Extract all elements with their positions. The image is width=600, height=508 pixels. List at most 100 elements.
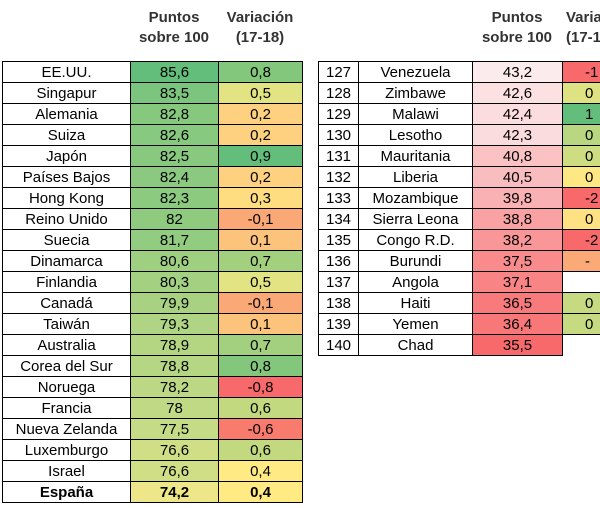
points: 42,6 xyxy=(472,82,563,104)
variation: 0,9 xyxy=(218,145,303,167)
header-line: sobre 100 xyxy=(138,29,210,46)
points: 85,6 xyxy=(130,61,219,83)
header-line: Variación xyxy=(226,9,294,26)
rank: 136 xyxy=(318,250,359,272)
variation: 0,5 xyxy=(218,82,303,104)
points: 37,1 xyxy=(472,271,563,293)
points: 81,7 xyxy=(130,229,219,251)
points: 42,4 xyxy=(472,103,563,125)
country: España xyxy=(2,481,131,503)
country: Venezuela xyxy=(358,61,473,83)
country: Suiza xyxy=(2,124,131,146)
country: Malawi xyxy=(358,103,473,125)
country: Australia xyxy=(2,334,131,356)
rank: 127 xyxy=(318,61,359,83)
rank: 138 xyxy=(318,292,359,314)
country: Mauritania xyxy=(358,145,473,167)
variation: 0,2 xyxy=(218,124,303,146)
rank: 129 xyxy=(318,103,359,125)
variation: 0,8 xyxy=(218,355,303,377)
header-line: sobre 100 xyxy=(481,29,553,46)
variation: 1 xyxy=(562,103,600,125)
points: 82,5 xyxy=(130,145,219,167)
rank: 131 xyxy=(318,145,359,167)
rank: 128 xyxy=(318,82,359,104)
left-header-variation: Variación (17-18) xyxy=(218,8,302,52)
points: 38,8 xyxy=(472,208,563,230)
rank: 135 xyxy=(318,229,359,251)
variation: 0,2 xyxy=(218,103,303,125)
country: EE.UU. xyxy=(2,61,131,83)
variation: 0,6 xyxy=(218,397,303,419)
country: Corea del Sur xyxy=(2,355,131,377)
variation: -0,1 xyxy=(218,292,303,314)
points: 76,6 xyxy=(130,439,219,461)
points: 38,2 xyxy=(472,229,563,251)
country: Yemen xyxy=(358,313,473,335)
country: Zimbawe xyxy=(358,82,473,104)
country: Taiwán xyxy=(2,313,131,335)
variation: 0 xyxy=(562,124,600,146)
variation: 0,1 xyxy=(218,229,303,251)
country: Japón xyxy=(2,145,131,167)
variation: -2 xyxy=(562,229,600,251)
rank: 137 xyxy=(318,271,359,293)
points: 78,8 xyxy=(130,355,219,377)
country: Dinamarca xyxy=(2,250,131,272)
country: Finlandia xyxy=(2,271,131,293)
country: Chad xyxy=(358,334,473,356)
points: 80,3 xyxy=(130,271,219,293)
points: 79,9 xyxy=(130,292,219,314)
variation: -0,1 xyxy=(218,208,303,230)
points: 36,4 xyxy=(472,313,563,335)
country: Lesotho xyxy=(358,124,473,146)
points: 78,9 xyxy=(130,334,219,356)
points: 78 xyxy=(130,397,219,419)
points: 76,6 xyxy=(130,460,219,482)
points: 43,2 xyxy=(472,61,563,83)
country: Países Bajos xyxy=(2,166,131,188)
rank: 133 xyxy=(318,187,359,209)
points: 82,8 xyxy=(130,103,219,125)
variation: -0,8 xyxy=(218,376,303,398)
variation: 0 xyxy=(562,208,600,230)
header-line: (17-18) xyxy=(566,29,600,46)
variation: 0,7 xyxy=(218,250,303,272)
points: 80,6 xyxy=(130,250,219,272)
points: 74,2 xyxy=(130,481,219,503)
variation: 0,3 xyxy=(218,187,303,209)
country: Canadá xyxy=(2,292,131,314)
country: Angola xyxy=(358,271,473,293)
left-header-points: Puntos sobre 100 xyxy=(130,8,218,52)
points: 82,4 xyxy=(130,166,219,188)
variation: 0 xyxy=(562,292,600,314)
country: Singapur xyxy=(2,82,131,104)
rank: 140 xyxy=(318,334,359,356)
variation: 0,7 xyxy=(218,334,303,356)
variation: 0 xyxy=(562,145,600,167)
points: 79,3 xyxy=(130,313,219,335)
variation: 0,6 xyxy=(218,439,303,461)
variation: 0,8 xyxy=(218,61,303,83)
variation: 0,4 xyxy=(218,460,303,482)
rank: 130 xyxy=(318,124,359,146)
points: 40,5 xyxy=(472,166,563,188)
header-line: Puntos xyxy=(491,9,543,26)
header-line: Variación xyxy=(566,9,600,26)
variation: 0,1 xyxy=(218,313,303,335)
variation: 0,2 xyxy=(218,166,303,188)
variation: -0,6 xyxy=(218,418,303,440)
country: Alemania xyxy=(2,103,131,125)
rank: 139 xyxy=(318,313,359,335)
points: 82 xyxy=(130,208,219,230)
country: Suecia xyxy=(2,229,131,251)
header-line: Puntos xyxy=(148,9,200,26)
points: 36,5 xyxy=(472,292,563,314)
variation: 0 xyxy=(562,82,600,104)
country: Francia xyxy=(2,397,131,419)
country: Sierra Leona xyxy=(358,208,473,230)
country: Hong Kong xyxy=(2,187,131,209)
rank: 132 xyxy=(318,166,359,188)
country: Congo R.D. xyxy=(358,229,473,251)
country: Reino Unido xyxy=(2,208,131,230)
